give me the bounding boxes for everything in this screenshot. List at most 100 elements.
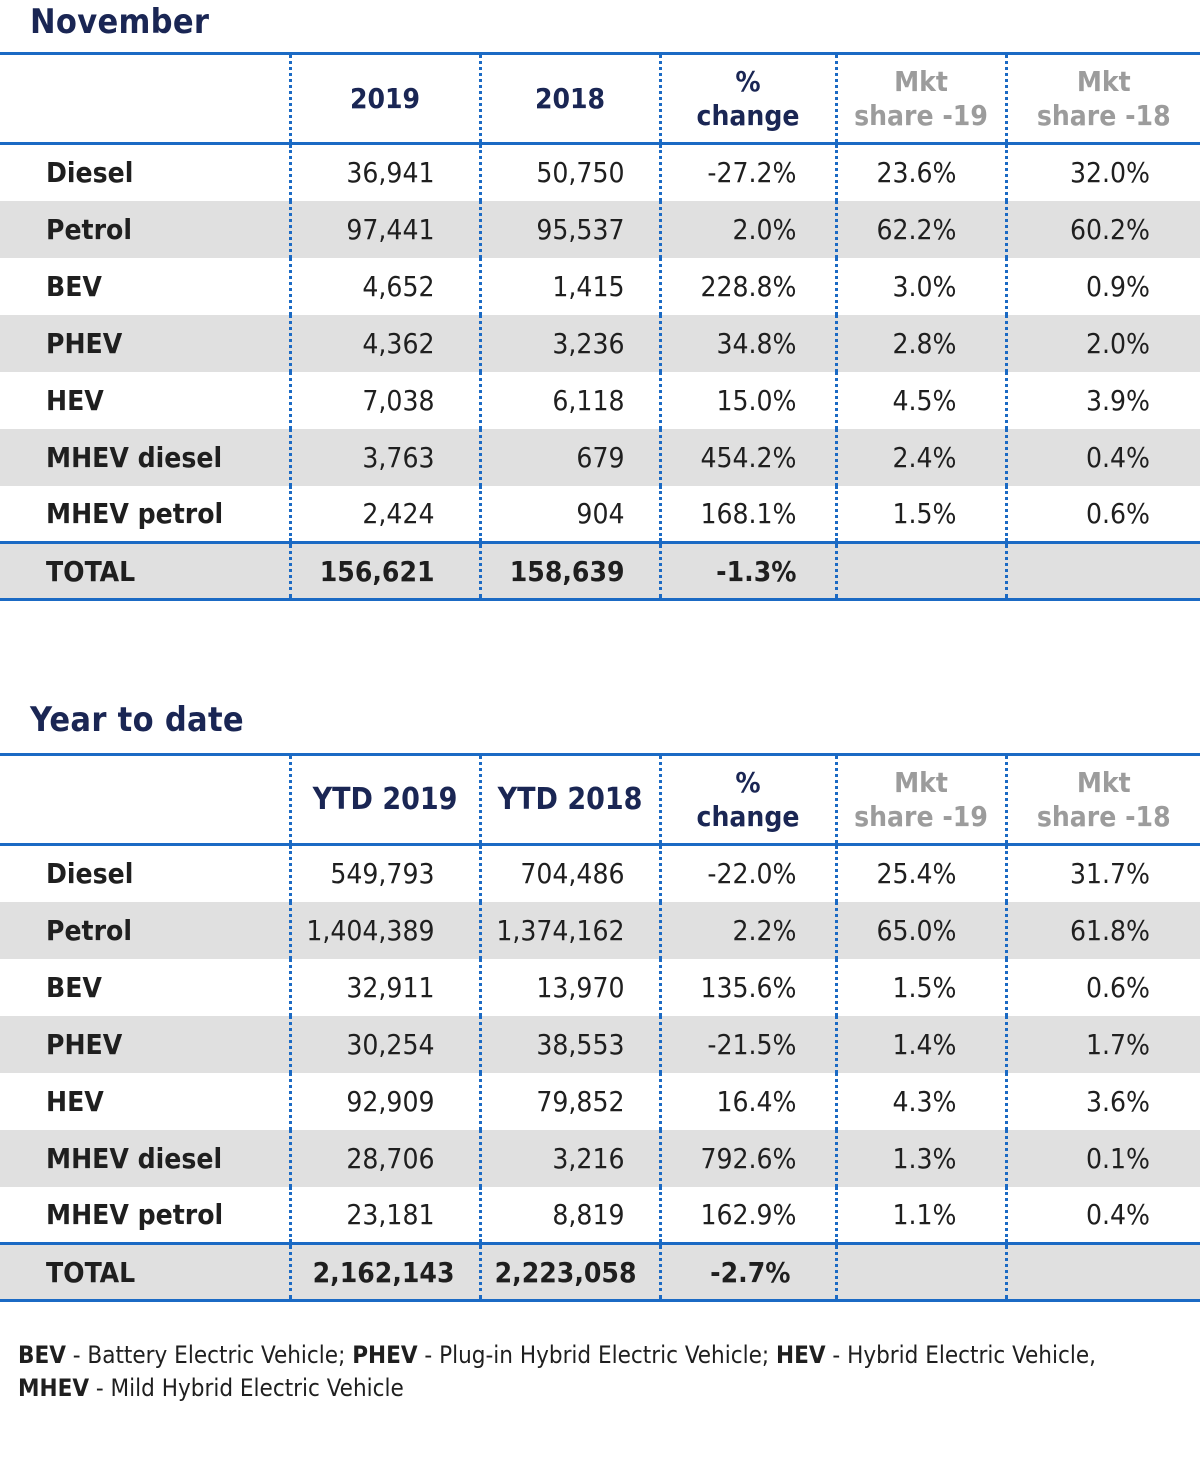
row-label: Diesel [46,857,134,891]
total-label: TOTAL [0,1242,290,1302]
table-row: PHEV 4,362 3,236 34.8% 2.8% 2.0% [0,314,1200,372]
row-label: MHEV diesel [0,428,290,486]
header-share-a-line2: share -19 [854,98,988,132]
header-share-a-line1: Mkt [894,765,948,799]
row-label: MHEV petrol [46,496,224,530]
header-change: % change [658,52,836,145]
cell-share-a: 2.8% [834,314,1006,372]
cell-year-a: 36,941 [288,143,480,201]
cell-share-b: 0.4% [1004,428,1200,486]
total-year-a: 156,621 [288,541,480,601]
cell-change: -22.0% [658,844,836,902]
total-share-b-empty [1004,1242,1200,1302]
cell-change: 228.8% [658,257,836,315]
cell-year-b: 79,852 [478,1072,660,1130]
cell-share-a: 1.4% [834,1015,1006,1073]
header-year-a: YTD 2019 [288,753,480,846]
header-year-b: YTD 2018 [478,753,660,846]
november-title: November [30,2,210,42]
cell-share-a: 4.5% [834,371,1006,429]
cell-year-b: 8,819 [478,1186,660,1244]
cell-share-a: 25.4% [834,844,1006,902]
header-share-a-line1: Mkt [894,64,948,98]
november-table: 2019 2018 % change Mkt share -19 Mkt sha… [0,52,1200,601]
ytd-header-row: YTD 2019 YTD 2018 % change Mkt share -19… [0,753,1200,846]
cell-year-b: 38,553 [478,1015,660,1073]
row-label: PHEV [0,1015,290,1073]
header-year-b: 2018 [478,52,660,145]
cell-year-a: 92,909 [288,1072,480,1130]
cell-share-b: 2.0% [1004,314,1200,372]
header-share-b-line2: share -18 [1036,98,1171,132]
footnote-phev-text: - Plug-in Hybrid Electric Vehicle; [417,1341,777,1369]
total-year-b: 2,223,058 [478,1242,660,1302]
cell-year-b: 3,216 [478,1129,660,1187]
cell-year-b: 904 [478,485,660,543]
cell-change: 15.0% [658,371,836,429]
cell-year-a: 1,404,389 [288,901,480,959]
row-label: Petrol [0,200,290,258]
cell-share-a: 1.1% [834,1186,1006,1244]
cell-year-b: 13,970 [478,958,660,1016]
cell-share-b: 0.6% [1004,485,1200,543]
row-label: PHEV [0,314,290,372]
header-share-b-line2: share -18 [1036,799,1171,833]
cell-share-a: 4.3% [834,1072,1006,1130]
cell-year-a: 2,424 [288,485,480,543]
cell-change: 2.2% [658,901,836,959]
header-share-b: Mkt share -18 [1004,753,1200,846]
header-change-line2: change [696,98,800,132]
footnote-hev-text: - Hybrid Electric Vehicle, [825,1341,1096,1369]
cell-share-a: 1.3% [834,1129,1006,1187]
cell-change: 135.6% [658,958,836,1016]
cell-year-b: 704,486 [478,844,660,902]
ytd-table: YTD 2019 YTD 2018 % change Mkt share -19… [0,753,1200,1302]
cell-year-a: 4,362 [288,314,480,372]
cell-year-a: 7,038 [288,371,480,429]
cell-share-b: 61.8% [1004,901,1200,959]
header-year-a: 2019 [288,52,480,145]
header-change-line1: % [735,64,761,98]
table-row: MHEV petrol 2,424 904 168.1% 1.5% 0.6% [0,485,1200,543]
total-year-b: 158,639 [478,541,660,601]
cell-year-a: 28,706 [288,1129,480,1187]
table-row: PHEV 30,254 38,553 -21.5% 1.4% 1.7% [0,1015,1200,1073]
footnote-bev-text: - Battery Electric Vehicle; [65,1341,353,1369]
cell-year-b: 95,537 [478,200,660,258]
header-change-line1: % [735,765,761,799]
cell-share-b: 32.0% [1004,143,1200,201]
row-label: MHEV petrol [46,1197,224,1231]
row-label: BEV [46,269,102,303]
header-change-line2: change [696,799,800,833]
table-row: MHEV diesel 3,763 679 454.2% 2.4% 0.4% [0,428,1200,486]
total-year-a: 2,162,143 [288,1242,480,1302]
cell-year-a: 23,181 [288,1186,480,1244]
footnote-phev-abbr: PHEV [352,1341,418,1369]
cell-share-a: 65.0% [834,901,1006,959]
footnote-bev-abbr: BEV [18,1341,66,1369]
cell-share-b: 60.2% [1004,200,1200,258]
row-label: MHEV diesel [0,1129,290,1187]
cell-year-b: 679 [478,428,660,486]
cell-share-a: 1.5% [834,485,1006,543]
row-label: BEV [46,970,102,1004]
cell-share-b: 0.6% [1004,958,1200,1016]
total-share-b-empty [1004,541,1200,601]
cell-change: 454.2% [658,428,836,486]
row-label: Diesel [46,156,134,190]
cell-share-a: 62.2% [834,200,1006,258]
ytd-title: Year to date [30,700,244,740]
cell-share-a: 3.0% [834,257,1006,315]
table-row: HEV 7,038 6,118 15.0% 4.5% 3.9% [0,371,1200,429]
footnote-mhev-text: - Mild Hybrid Electric Vehicle [89,1374,404,1402]
total-share-a-empty [834,1242,1006,1302]
cell-change: 792.6% [658,1129,836,1187]
cell-year-b: 1,415 [478,257,660,315]
header-share-a: Mkt share -19 [834,52,1006,145]
table-row: MHEV petrol 23,181 8,819 162.9% 1.1% 0.4… [0,1186,1200,1244]
cell-change: 162.9% [658,1186,836,1244]
header-share-b-line1: Mkt [1076,64,1131,98]
total-change: -2.7% [658,1242,836,1302]
header-blank [0,753,290,846]
table-row: Diesel 549,793 704,486 -22.0% 25.4% 31.7… [0,844,1200,902]
